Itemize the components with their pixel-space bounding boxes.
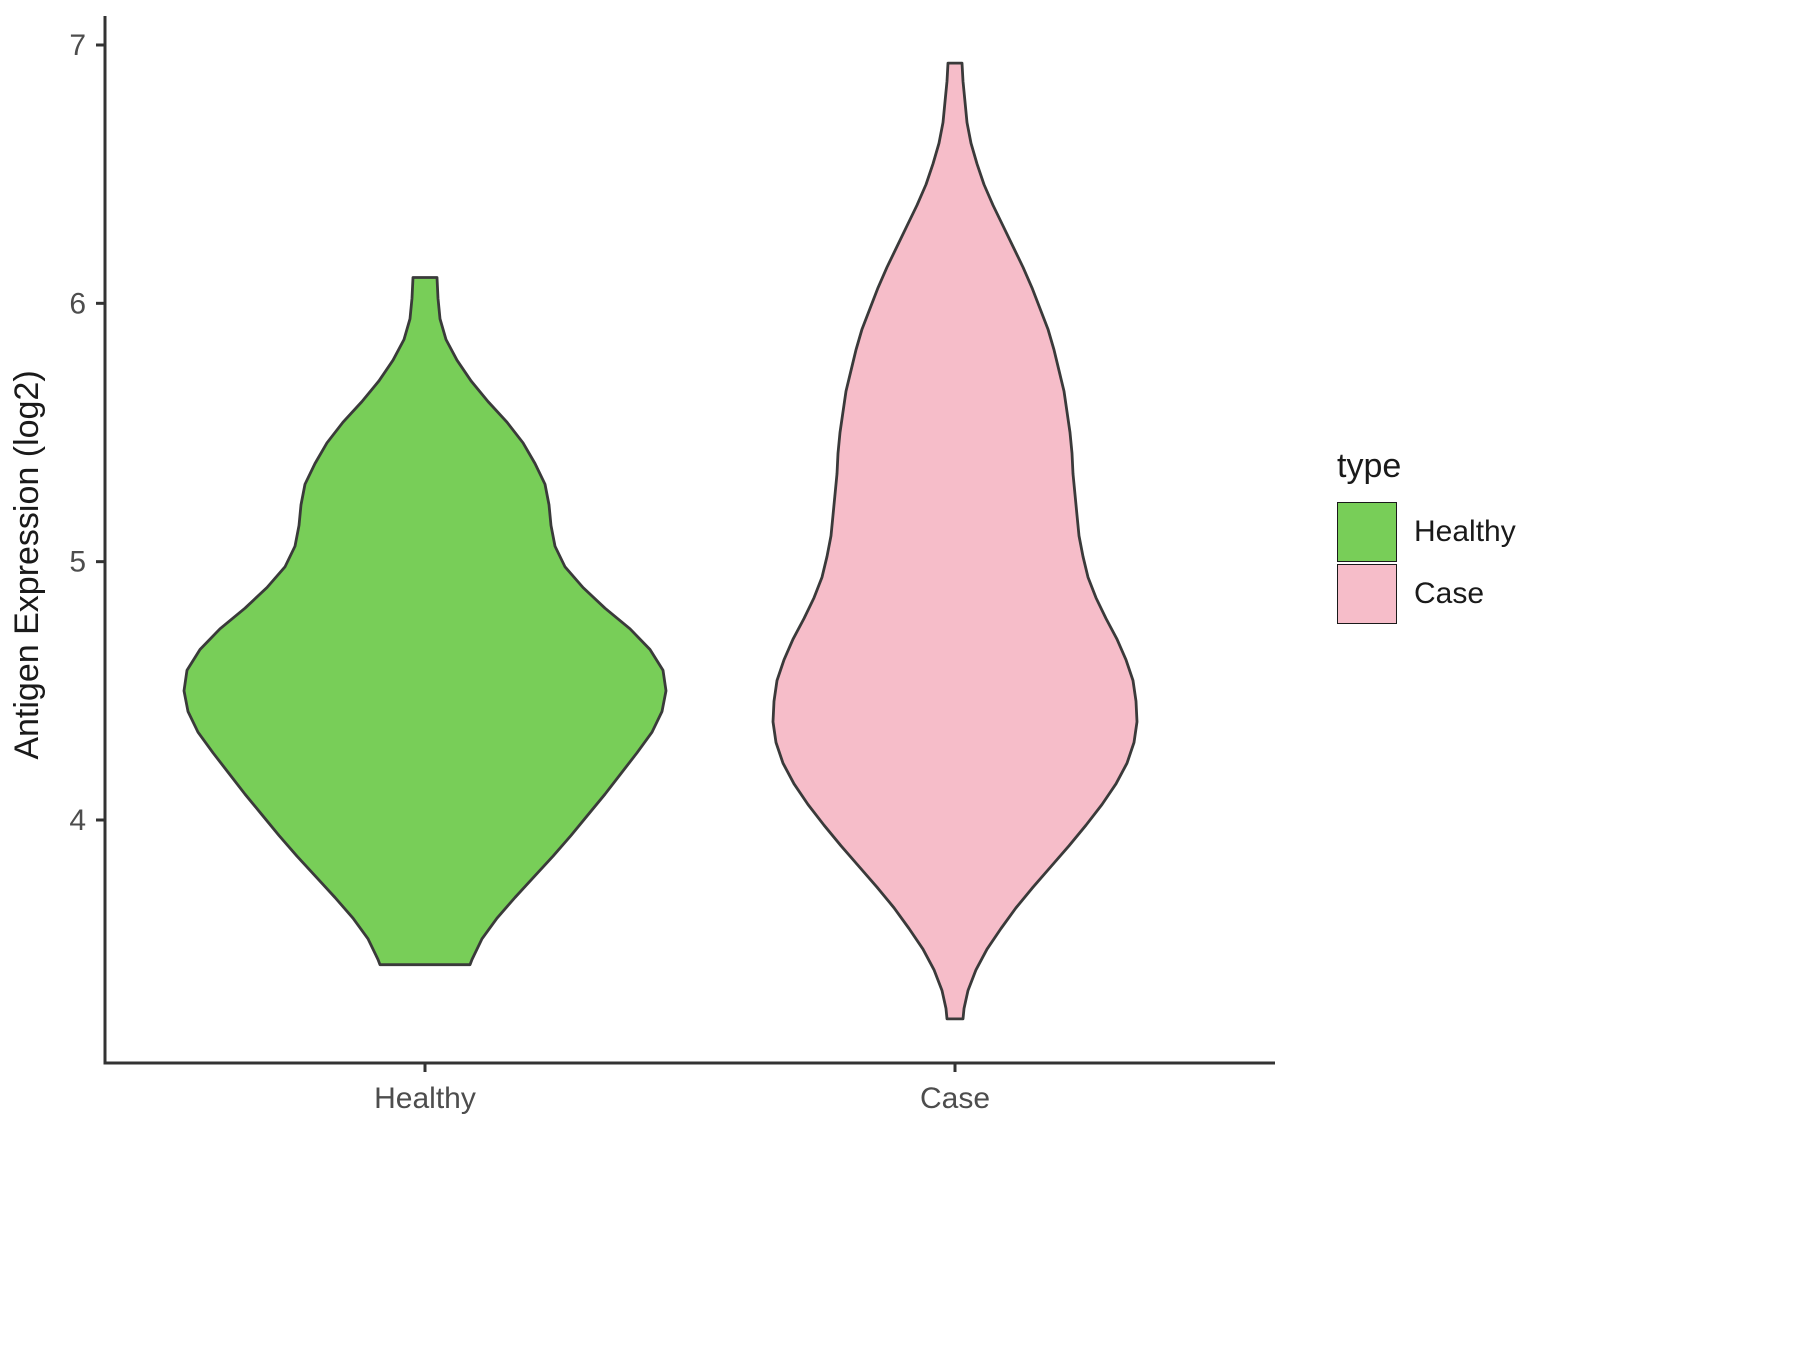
- legend-label-healthy: Healthy: [1414, 515, 1516, 548]
- legend-entry-healthy: Healthy: [1337, 502, 1516, 562]
- legend-swatch-case: [1337, 564, 1397, 624]
- legend-swatch-healthy: [1337, 502, 1397, 562]
- y-tick-label: 6: [69, 287, 86, 320]
- legend-entries: Healthy Case: [1337, 502, 1516, 624]
- legend-title: type: [1337, 447, 1402, 485]
- x-tick-label-healthy: Healthy: [374, 1082, 476, 1115]
- y-tick-label: 5: [69, 546, 86, 579]
- y-tick-label: 7: [69, 29, 86, 62]
- legend-entry-case: Case: [1337, 564, 1516, 624]
- x-tick-label-case: Case: [920, 1082, 990, 1115]
- y-tick-label: 4: [69, 804, 86, 837]
- chart-legend: type Healthy Case: [1337, 447, 1516, 626]
- violin-case: [771, 61, 1139, 1021]
- violin-healthy: [182, 276, 668, 967]
- legend-label-case: Case: [1414, 577, 1485, 610]
- y-axis-title: Antigen Expression (log2): [8, 370, 46, 759]
